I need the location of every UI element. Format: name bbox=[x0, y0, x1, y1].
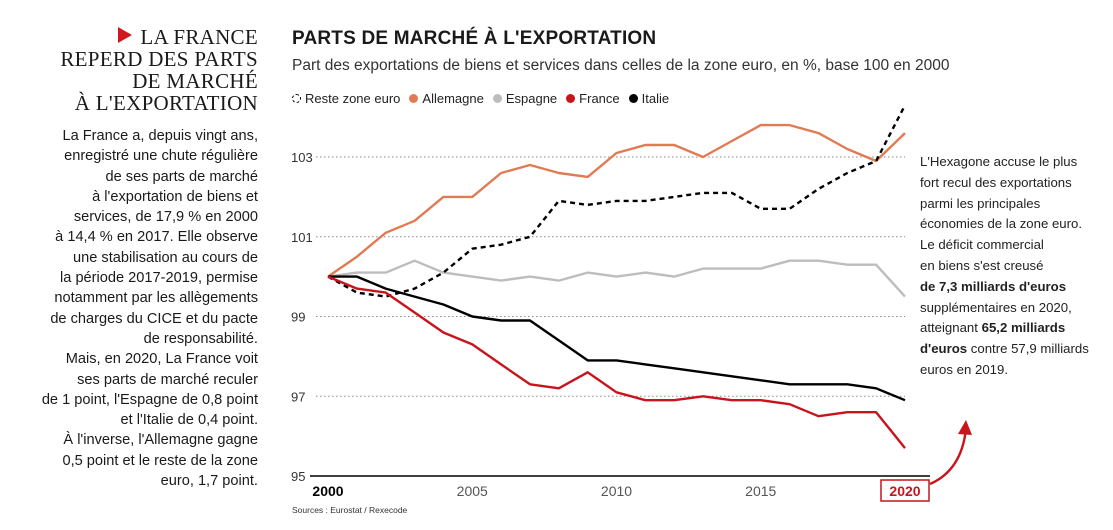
headline-line-4: À L'EXPORTATION bbox=[74, 91, 258, 115]
chart-annotation: L'Hexagone accuse le plus fort recul des… bbox=[920, 152, 1110, 381]
grey-dot-icon bbox=[492, 94, 502, 103]
legend-label: Italie bbox=[641, 91, 670, 106]
legend-label: Reste zone euro bbox=[305, 91, 401, 106]
legend-label: Espagne bbox=[505, 91, 558, 106]
series-line-allemagne bbox=[327, 123, 906, 278]
headline-line-2: REPERD DES PARTS bbox=[60, 47, 258, 71]
y-tick-label: 97 bbox=[291, 389, 305, 404]
body-line: Mais, en 2020, La France voit bbox=[65, 351, 258, 368]
body-line: de responsabilité. bbox=[143, 330, 258, 347]
series-line-italie bbox=[328, 275, 906, 402]
headline-line-1: LA FRANCE bbox=[140, 25, 258, 49]
body-line: ses parts de marché reculer bbox=[77, 371, 258, 388]
annotation-line: L'Hexagone accuse le plus bbox=[920, 154, 1078, 169]
body-line: de 1 point, l'Espagne de 0,8 point bbox=[41, 391, 258, 408]
chart-legend: Reste zone euro Allemagne Espagne France… bbox=[292, 91, 678, 106]
series-line-reste bbox=[327, 104, 907, 298]
legend-label: Allemagne bbox=[422, 91, 484, 106]
body-line: À l'inverse, l'Allemagne gagne bbox=[63, 432, 258, 449]
x-tick-label: 2020 bbox=[889, 483, 920, 499]
dashed-circle-icon bbox=[292, 94, 301, 103]
series-line-france bbox=[327, 275, 906, 449]
y-tick-label: 99 bbox=[291, 310, 305, 325]
body-line: La France a, depuis vingt ans, bbox=[62, 128, 258, 144]
legend-item-allemagne: Allemagne bbox=[409, 91, 484, 106]
annotation-line: supplémentaires en 2020, bbox=[920, 299, 1072, 315]
body-line: de ses parts de marché bbox=[105, 168, 258, 185]
annotation-line: parmi les principales bbox=[920, 195, 1041, 211]
body-line: euro, 1,7 point. bbox=[160, 473, 258, 490]
y-tick-label: 95 bbox=[291, 469, 305, 484]
x-tick-label: 2010 bbox=[601, 483, 632, 499]
body-line: enregistré une chute régulière bbox=[64, 148, 258, 165]
body-line: la période 2017-2019, permise bbox=[60, 270, 258, 287]
red-triangle-icon bbox=[118, 27, 133, 43]
legend-item-france: France bbox=[566, 91, 620, 106]
body-line: à l'exportation de biens et bbox=[92, 188, 258, 205]
sidebar: LA FRANCE REPERD DES PARTS DE MARCHÉ À L… bbox=[0, 26, 258, 491]
body-line: notamment par les allègements bbox=[54, 290, 258, 307]
annotation-bold: 65,2 milliards bbox=[981, 320, 1066, 336]
body-line: et l'Italie de 0,4 point. bbox=[120, 412, 258, 429]
series-line-espagne bbox=[327, 259, 906, 298]
y-tick-label: 103 bbox=[291, 150, 313, 165]
body-line: de charges du CICE et du pacte bbox=[50, 310, 258, 327]
body-line: services, de 17,9 % en 2000 bbox=[73, 209, 258, 226]
x-tick-label: 2015 bbox=[745, 483, 776, 499]
legend-item-italie: Italie bbox=[628, 91, 670, 106]
legend-item-espagne: Espagne bbox=[492, 91, 558, 106]
red-dot-icon bbox=[566, 94, 576, 103]
body-line: à 14,4 % en 2017. Elle observe bbox=[55, 229, 258, 246]
x-tick-label: 2005 bbox=[457, 483, 488, 499]
body-line: une stabilisation au cours de bbox=[73, 249, 258, 266]
x-tick-label: 2000 bbox=[312, 483, 343, 499]
highlight-box-2020 bbox=[880, 479, 930, 502]
y-tick-label: 101 bbox=[291, 230, 313, 245]
orange-dot-icon bbox=[409, 94, 419, 103]
legend-label: France bbox=[579, 91, 620, 106]
annotation-text: contre 57,9 milliards bbox=[970, 341, 1089, 357]
black-dot-icon bbox=[628, 94, 638, 103]
annotation-text: atteignant bbox=[920, 320, 978, 336]
legend-item-reste: Reste zone euro bbox=[292, 91, 400, 106]
sidebar-body: La France a, depuis vingt ans, enregistr… bbox=[0, 126, 258, 491]
annotation-line: en biens s'est creusé bbox=[920, 257, 1044, 273]
arrow-head-icon bbox=[958, 420, 972, 435]
chart-subtitle: Part des exportations de biens et servic… bbox=[292, 57, 950, 74]
sidebar-headline: LA FRANCE REPERD DES PARTS DE MARCHÉ À L… bbox=[0, 26, 258, 114]
arrow-curve bbox=[929, 427, 968, 486]
headline-line-3: DE MARCHÉ bbox=[132, 69, 258, 93]
annotation-bold: de 7,3 milliards d'euros bbox=[920, 278, 1067, 294]
annotation-line: euros en 2019. bbox=[920, 361, 1008, 377]
body-line: 0,5 point et le reste de la zone bbox=[62, 452, 258, 469]
annotation-line: économies de la zone euro. bbox=[920, 216, 1083, 232]
chart-title: PARTS DE MARCHÉ À L'EXPORTATION bbox=[292, 28, 657, 49]
annotation-line: Le déficit commercial bbox=[920, 237, 1044, 253]
sources-note: Sources : Eurostat / Rexecode bbox=[292, 505, 408, 515]
annotation-bold: d'euros bbox=[920, 341, 968, 357]
annotation-line: fort recul des exportations bbox=[920, 174, 1072, 190]
